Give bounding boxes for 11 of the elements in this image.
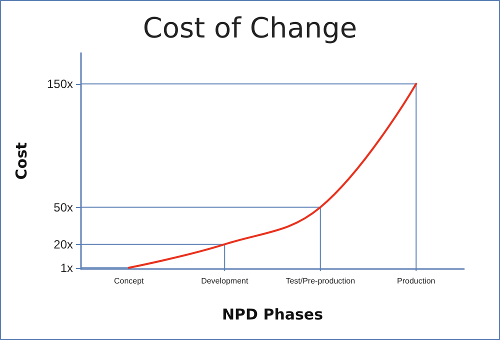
x-axis-title: NPD Phases bbox=[222, 306, 324, 324]
x-tick-label: Production bbox=[397, 276, 436, 286]
x-tick-label: Concept bbox=[114, 276, 145, 286]
chart-title: Cost of Change bbox=[142, 12, 358, 44]
y-tick-label: 20x bbox=[54, 237, 73, 252]
y-tick-label: 150x bbox=[46, 76, 73, 91]
y-tick-label: 1x bbox=[60, 260, 73, 275]
y-axis-title: Cost bbox=[12, 142, 30, 180]
x-tick-label: Development bbox=[201, 276, 249, 286]
x-tick-label: Test/Pre-production bbox=[286, 276, 356, 286]
y-tick-label: 50x bbox=[54, 200, 73, 214]
